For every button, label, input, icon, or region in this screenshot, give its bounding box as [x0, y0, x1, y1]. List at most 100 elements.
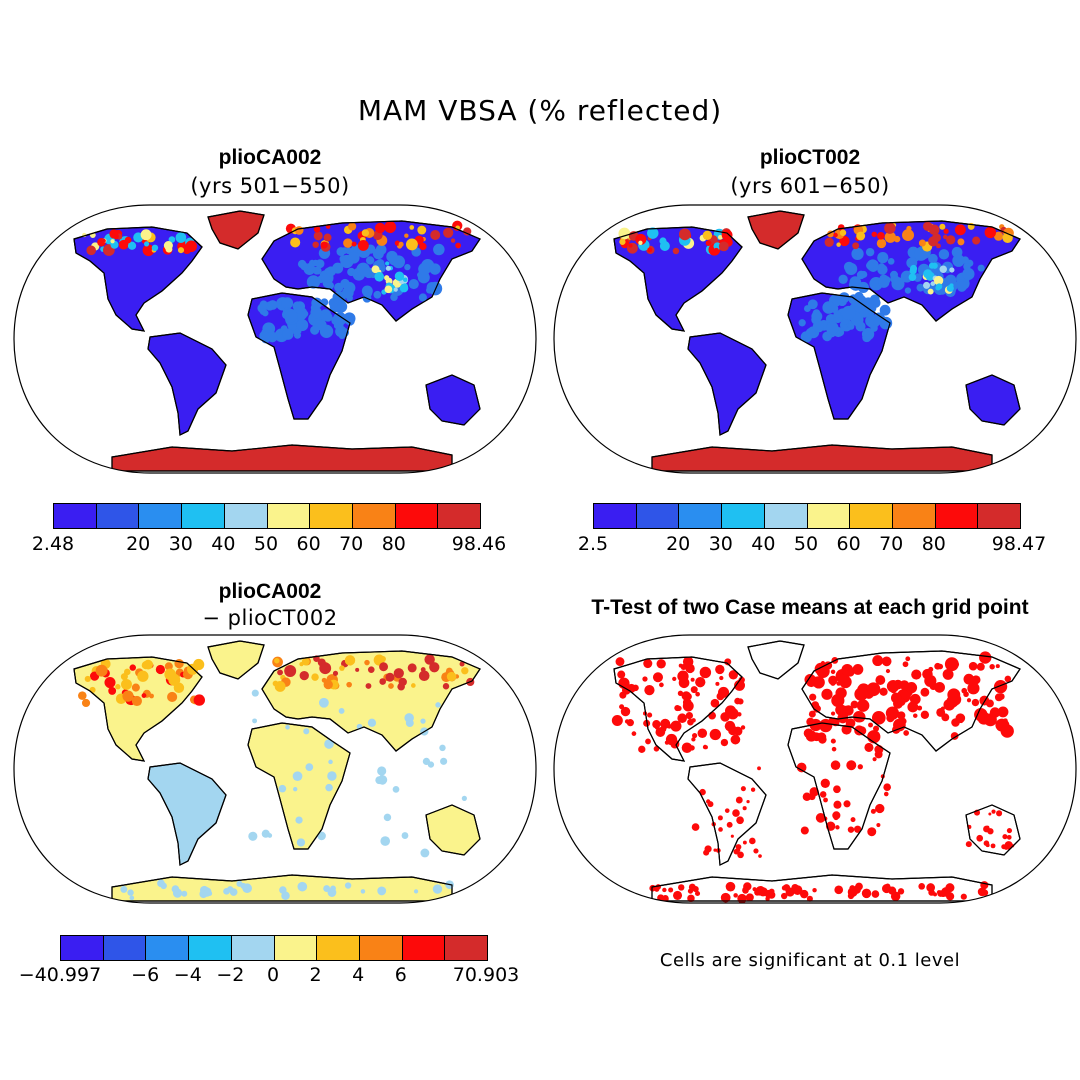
map-cell	[781, 892, 788, 900]
map-cell	[619, 238, 626, 245]
map-cell	[715, 681, 720, 686]
figure-title: MAM VBSA (% reflected)	[357, 94, 723, 127]
map-cell	[922, 221, 933, 232]
map-cell	[874, 745, 884, 755]
map-cell	[364, 659, 370, 666]
map-cell	[995, 664, 1000, 669]
map-cell	[638, 745, 646, 753]
map-cell	[377, 886, 387, 896]
colorbar-swatch	[103, 936, 147, 960]
map-cell	[796, 762, 807, 773]
map-cell	[897, 711, 906, 720]
map-cell	[127, 241, 137, 250]
colorbar-swatch	[935, 504, 979, 528]
continent-africa	[247, 722, 351, 850]
colorbar-labels-3: −40.997 −6 −4 −2 0 2 4 6 70.903	[19, 964, 519, 988]
coastline-eurasia	[261, 650, 481, 752]
map-cell	[461, 667, 469, 675]
colorbar-tick-label: −2	[216, 964, 245, 986]
map-cell	[911, 669, 922, 680]
map-cell	[297, 881, 308, 892]
map-cell	[910, 264, 918, 273]
map-cell	[960, 893, 967, 900]
map-cell	[713, 848, 717, 852]
map-cell	[320, 241, 328, 249]
map-cell	[129, 664, 136, 671]
map-cell	[735, 844, 742, 850]
map-cell	[432, 884, 443, 894]
map-cell	[343, 238, 353, 248]
map-cell	[372, 248, 384, 260]
map-cell	[312, 259, 319, 267]
map-cell	[850, 817, 856, 823]
map-cell	[419, 242, 427, 251]
colorbar-swatch	[764, 504, 808, 528]
map-cell	[644, 685, 655, 696]
coastline-africa	[787, 722, 891, 850]
map-cell	[830, 760, 841, 770]
map-cell	[745, 893, 754, 902]
map-cell	[236, 880, 243, 887]
map-cell	[336, 247, 346, 257]
map-cell	[281, 297, 294, 310]
map-cell	[917, 705, 923, 711]
map-cell	[323, 679, 333, 690]
map-cell	[348, 660, 353, 666]
map-cell	[404, 263, 411, 271]
coastline-antarctica	[651, 874, 993, 902]
map-cell	[835, 704, 847, 716]
map-cell	[809, 718, 822, 732]
colorbar-tick-label: 40	[211, 533, 236, 555]
map-cell	[695, 677, 706, 688]
colorbar-tick-label: 2.48	[31, 533, 75, 555]
map-cell	[867, 827, 877, 837]
map-cell	[885, 710, 892, 716]
map-cell	[388, 683, 394, 689]
map-cell	[312, 241, 319, 248]
map-cell	[681, 691, 691, 701]
coastline-australia	[425, 374, 481, 426]
map-cell	[463, 227, 472, 236]
map-cell	[635, 233, 647, 245]
map-cell	[927, 288, 934, 295]
map-cell	[926, 883, 936, 892]
map-cell	[728, 670, 738, 680]
continent-greenland	[747, 210, 805, 250]
map-cell	[461, 795, 467, 801]
map-cell	[976, 662, 985, 671]
map-cell	[355, 667, 360, 672]
map-cell	[394, 271, 405, 281]
map-cell	[344, 882, 352, 889]
map-cell	[865, 247, 875, 257]
map-cell	[374, 271, 385, 282]
colorbar-swatch	[352, 504, 396, 528]
map-cell	[424, 654, 435, 665]
map-cell	[418, 293, 427, 302]
map-cell	[305, 763, 314, 771]
map-cell	[989, 663, 995, 670]
map-cell	[168, 236, 176, 243]
map-cell	[662, 887, 667, 893]
map-cell	[342, 286, 354, 299]
map-cell	[185, 240, 198, 253]
map-cell	[938, 249, 950, 260]
map-cell	[141, 693, 147, 698]
map-cell	[988, 812, 992, 816]
map-cell	[186, 663, 199, 675]
map-cell	[317, 831, 326, 841]
map-cell	[251, 689, 259, 697]
map-cell	[429, 662, 440, 673]
map-cell	[972, 236, 981, 245]
map-cell	[985, 843, 990, 848]
map-cell	[718, 827, 723, 832]
map-cell	[377, 775, 388, 785]
map-cell	[923, 281, 931, 289]
map-cell	[274, 681, 286, 692]
map-cell	[868, 722, 873, 728]
map-cell	[806, 895, 813, 902]
map-cell	[292, 771, 303, 782]
map-cell	[137, 670, 149, 682]
map-cell	[690, 677, 695, 682]
coastline-samerica	[687, 762, 767, 866]
map-cell	[379, 662, 389, 672]
